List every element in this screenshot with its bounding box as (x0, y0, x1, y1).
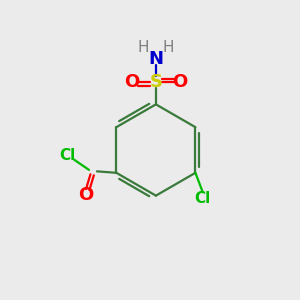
Text: S: S (149, 73, 162, 91)
Text: N: N (148, 50, 164, 68)
Text: O: O (124, 73, 140, 91)
Text: O: O (172, 73, 188, 91)
Text: H: H (163, 40, 174, 55)
Text: H: H (138, 40, 149, 55)
Text: O: O (78, 187, 94, 205)
Text: Cl: Cl (195, 191, 211, 206)
Text: Cl: Cl (59, 148, 76, 163)
